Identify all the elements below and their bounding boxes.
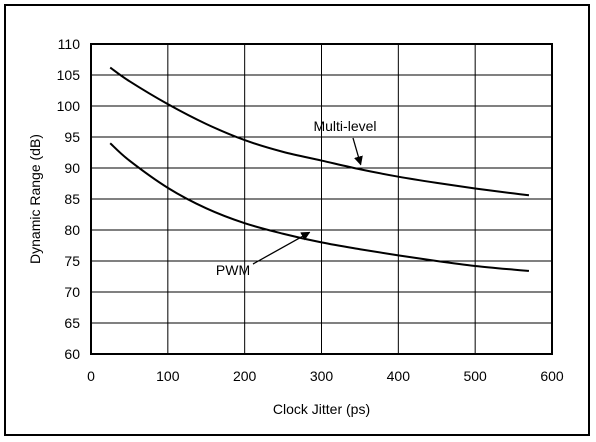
- annotation-arrow-pwm: [252, 231, 311, 265]
- annotation-multi-level: Multi-level: [313, 118, 376, 134]
- annotation-pwm: PWM: [216, 262, 250, 278]
- series-line-pwm: [109, 142, 530, 272]
- series-lines: [109, 66, 530, 272]
- annotation-arrow-multi-level: [352, 137, 363, 166]
- series-line-multi-level: [109, 66, 530, 197]
- y-tick-label: 80: [64, 222, 80, 238]
- x-tick-label: 200: [233, 368, 257, 384]
- y-tick-label: 65: [64, 315, 80, 331]
- chart-frame: [4, 4, 590, 436]
- x-tick-label: 500: [463, 368, 487, 384]
- plot-area: [90, 43, 553, 355]
- x-tick-label: 600: [540, 368, 564, 384]
- x-tick-label: 400: [387, 368, 411, 384]
- y-tick-label: 70: [64, 284, 80, 300]
- annotations: Multi-level PWM: [216, 118, 377, 278]
- y-tick-label: 100: [57, 98, 81, 114]
- y-tick-label: 95: [64, 129, 80, 145]
- x-tick-labels: 0 100 200 300 400 500 600: [87, 368, 564, 384]
- x-tick-label: 0: [87, 368, 95, 384]
- y-tick-label: 85: [64, 191, 80, 207]
- x-tick-label: 300: [310, 368, 334, 384]
- gridlines: [90, 43, 553, 355]
- y-tick-label: 90: [64, 160, 80, 176]
- y-axis-label: Dynamic Range (dB): [27, 134, 43, 264]
- x-axis-label: Clock Jitter (ps): [273, 401, 370, 417]
- y-tick-label: 110: [58, 36, 81, 52]
- y-tick-label: 60: [64, 346, 80, 362]
- y-tick-label: 105: [57, 67, 81, 83]
- x-tick-label: 100: [156, 368, 180, 384]
- y-tick-labels: 60 65 70 75 80 85 90 95 100 105 110: [57, 36, 81, 362]
- y-tick-label: 75: [64, 253, 80, 269]
